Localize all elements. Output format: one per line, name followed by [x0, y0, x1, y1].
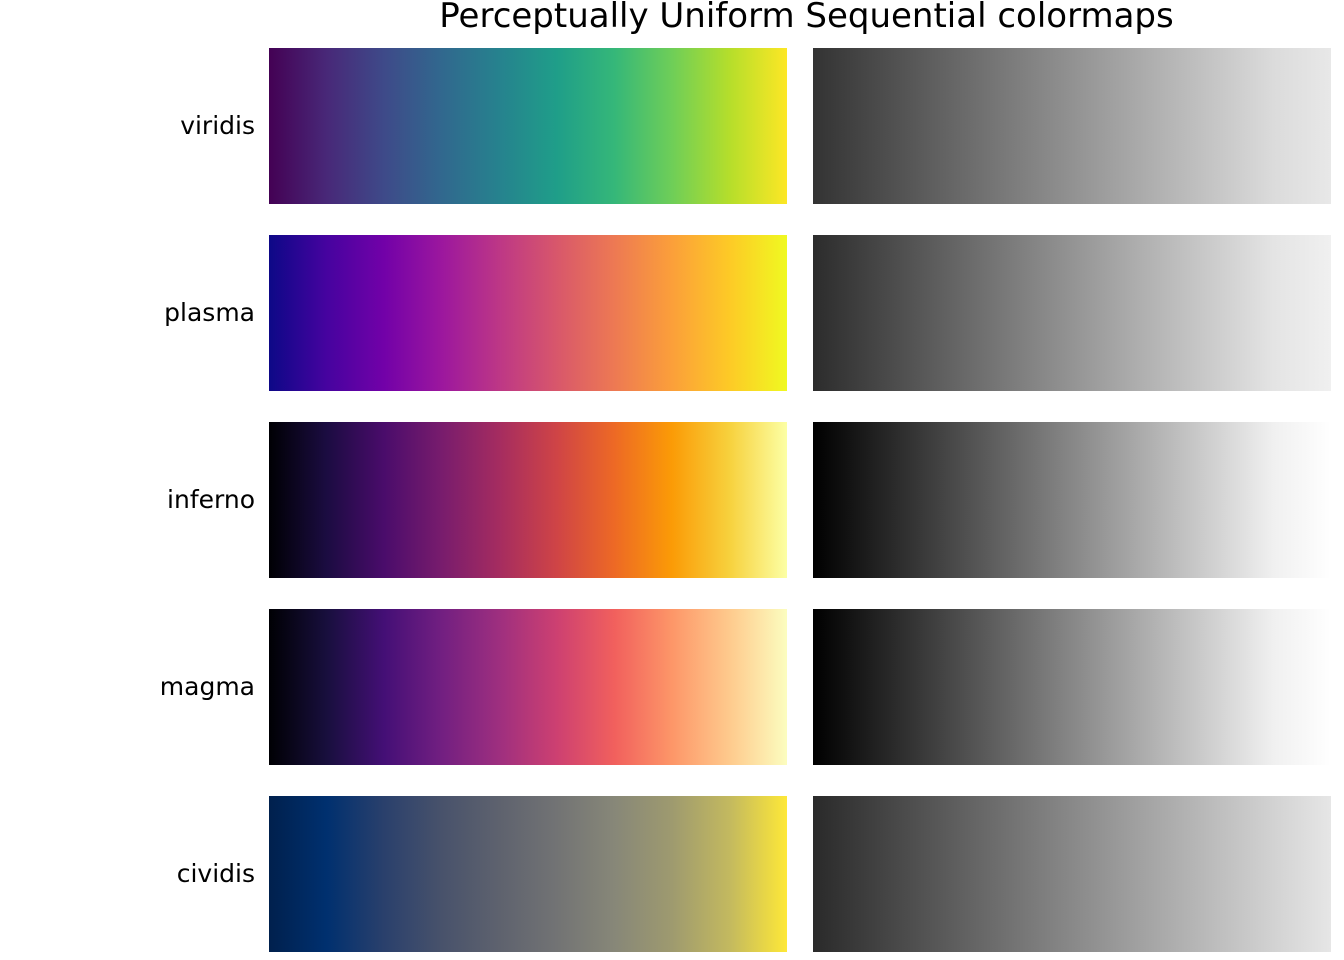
- grayscale-strip-cividis: [813, 796, 1331, 952]
- grayscale-strip-magma: [813, 609, 1331, 765]
- grayscale-strip-viridis: [813, 48, 1331, 204]
- chart-title: Perceptually Uniform Sequential colormap…: [439, 0, 1174, 36]
- colormap-label: cividis: [176, 859, 255, 888]
- colormap-row-cividis: cividis: [0, 796, 1344, 952]
- colormap-label: inferno: [167, 485, 255, 514]
- colormap-strip-cividis: [269, 796, 787, 952]
- colormap-label: viridis: [180, 111, 255, 140]
- colormap-label: magma: [159, 672, 255, 701]
- colormap-strip-plasma: [269, 235, 787, 391]
- grayscale-strip-inferno: [813, 422, 1331, 578]
- colormap-strip-viridis: [269, 48, 787, 204]
- colormap-row-inferno: inferno: [0, 422, 1344, 578]
- colormap-strip-inferno: [269, 422, 787, 578]
- grayscale-strip-plasma: [813, 235, 1331, 391]
- colormap-row-plasma: plasma: [0, 235, 1344, 391]
- colormap-row-viridis: viridis: [0, 48, 1344, 204]
- colormap-strip-magma: [269, 609, 787, 765]
- colormap-label: plasma: [164, 298, 255, 327]
- colormap-row-magma: magma: [0, 609, 1344, 765]
